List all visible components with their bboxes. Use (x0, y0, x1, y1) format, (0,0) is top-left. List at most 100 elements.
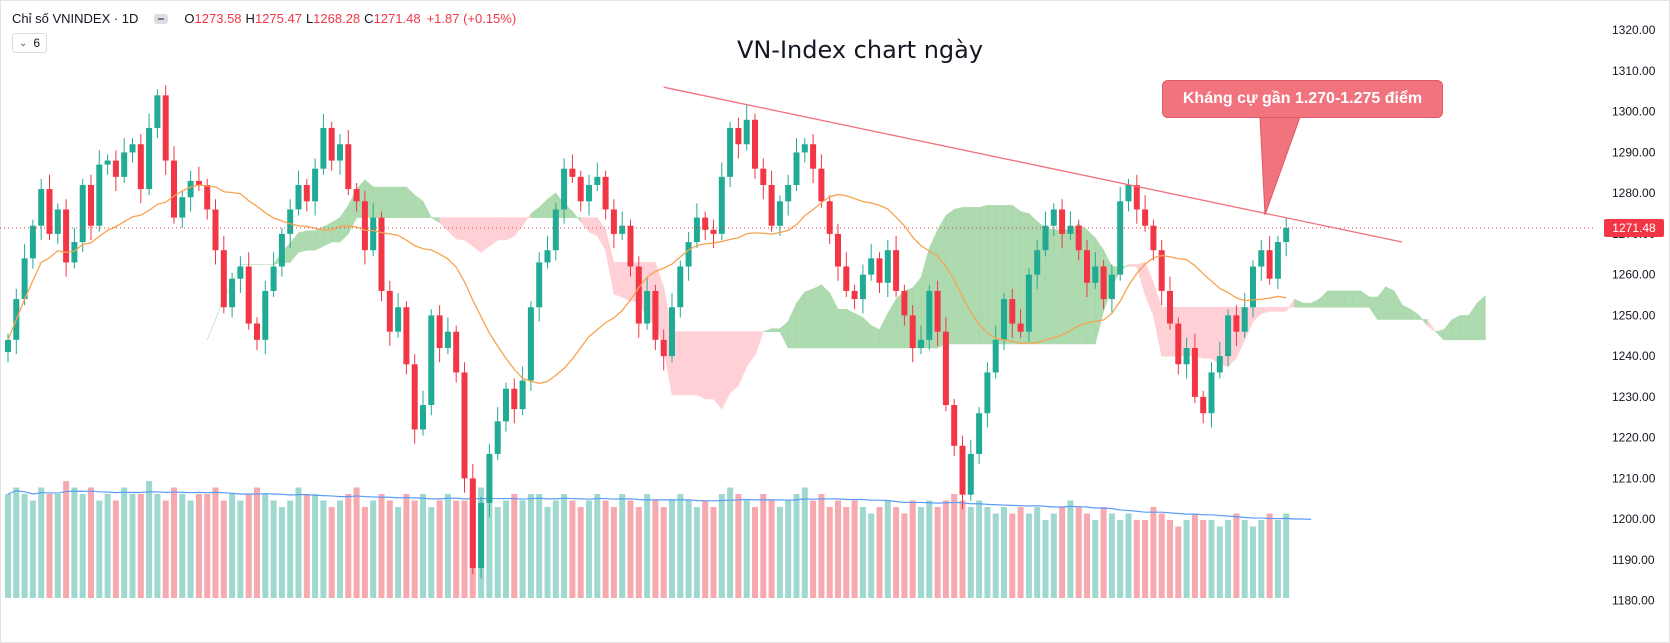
candle-body (461, 372, 468, 479)
ichimoku-cloud-segment (1385, 286, 1395, 320)
volume-bar (428, 507, 435, 598)
symbol-name[interactable]: Chỉ số VNINDEX · 1D (12, 11, 139, 26)
open-value: 1273.58 (194, 11, 242, 26)
volume-bar (918, 507, 924, 598)
candle-body (1125, 184, 1132, 202)
candle-body (884, 250, 891, 283)
resistance-callout[interactable]: Kháng cự gần 1.270-1.275 điểm (1162, 80, 1443, 118)
volume-bar (727, 487, 734, 598)
ichimoku-cloud-segment (1261, 306, 1270, 314)
volume-bar (685, 500, 692, 598)
ichimoku-cloud-segment (879, 313, 889, 349)
ichimoku-cloud-segment (962, 207, 972, 345)
high-value: 1275.47 (254, 11, 302, 26)
candle-body (1216, 356, 1223, 373)
candle-body (942, 331, 949, 406)
candle-body (146, 127, 153, 190)
ichimoku-cloud-segment (1302, 302, 1312, 308)
candle-body (1009, 299, 1016, 324)
volume-bar (1274, 520, 1281, 598)
ichimoku-cloud-segment (1344, 290, 1353, 308)
candle-body (1208, 372, 1215, 414)
ichimoku-cloud-segment (1460, 315, 1470, 341)
volume-bar (254, 487, 260, 598)
ichimoku-cloud-segment (372, 186, 382, 218)
volume-bar (1092, 520, 1099, 598)
candle-body (137, 144, 144, 190)
candle-body (1183, 347, 1190, 365)
ichimoku-cloud-segment (1153, 282, 1162, 357)
volume-bar (635, 507, 642, 598)
ichimoku-cloud-segment (696, 331, 706, 400)
visibility-icon[interactable] (154, 13, 169, 24)
candle-body (735, 127, 742, 145)
indicators-toggle-button[interactable]: ⌄ 6 (12, 33, 48, 53)
ichimoku-cloud-segment (1294, 298, 1304, 308)
candle-body (677, 266, 684, 308)
ichimoku-cloud-segment (422, 201, 432, 218)
volume-bar (1108, 513, 1115, 598)
ichimoku-cloud-segment (1393, 289, 1403, 320)
ichimoku-cloud-segment (887, 297, 897, 349)
y-tick-label: 1220.00 (1612, 431, 1656, 445)
ichimoku-cloud-segment (1368, 296, 1378, 321)
ichimoku-cloud-segment (389, 186, 399, 218)
candle-body (494, 421, 501, 454)
volume-bar (129, 494, 136, 598)
candle-body (337, 144, 343, 161)
ichimoku-cloud-segment (572, 210, 582, 223)
candle-body (594, 176, 601, 185)
candle-body (1150, 225, 1157, 251)
candle-body (1100, 266, 1107, 300)
volume-bar (851, 500, 858, 598)
candle-body (718, 176, 725, 234)
volume-bar (1158, 513, 1165, 598)
ichimoku-cloud-segment (837, 308, 847, 349)
candle-body (29, 225, 36, 259)
volume-bar (702, 500, 709, 598)
volume-bar (245, 494, 252, 598)
ichimoku-cloud-segment (206, 319, 216, 340)
candle-body (602, 176, 609, 210)
volume-bar (154, 494, 161, 598)
candle-body (1001, 299, 1007, 340)
candle-body (1108, 274, 1115, 300)
candle-body (760, 168, 767, 185)
candle-body (378, 217, 385, 291)
ichimoku-cloud-segment (713, 331, 723, 410)
ichimoku-cloud-segment (489, 217, 499, 247)
ichimoku-cloud-segment (1418, 314, 1428, 327)
volume-bar (1167, 520, 1173, 598)
candle-body (245, 266, 252, 324)
open-label: O (184, 11, 195, 26)
candle-body (411, 364, 418, 430)
volume-bar (826, 507, 833, 598)
volume-bar (79, 494, 86, 598)
candle-body (262, 290, 269, 340)
volume-bar (669, 500, 675, 598)
volume-bar (345, 494, 352, 598)
volume-bar (1283, 513, 1290, 598)
y-tick-label: 1300.00 (1612, 105, 1656, 119)
ichimoku-cloud-segment (1285, 298, 1295, 313)
volume-bar (403, 494, 410, 598)
candle-body (1025, 274, 1032, 332)
candle-body (868, 258, 875, 275)
volume-bar (1125, 513, 1132, 598)
ichimoku-cloud-segment (1443, 318, 1453, 341)
candle-body (627, 225, 634, 267)
candle-body (934, 290, 941, 332)
volume-bar (411, 500, 418, 598)
candle-body (21, 258, 28, 300)
volume-bar (519, 500, 526, 598)
candle-body (453, 331, 460, 373)
candle-body (46, 189, 53, 234)
candle-body (918, 339, 924, 348)
ichimoku-cloud-segment (530, 206, 540, 218)
candle-body (38, 189, 45, 226)
ichimoku-cloud-segment (1053, 229, 1063, 345)
candle-body (1142, 209, 1149, 226)
last-price-tag: 1271.48 (1604, 218, 1664, 237)
ichimoku-cloud-segment (754, 331, 764, 356)
